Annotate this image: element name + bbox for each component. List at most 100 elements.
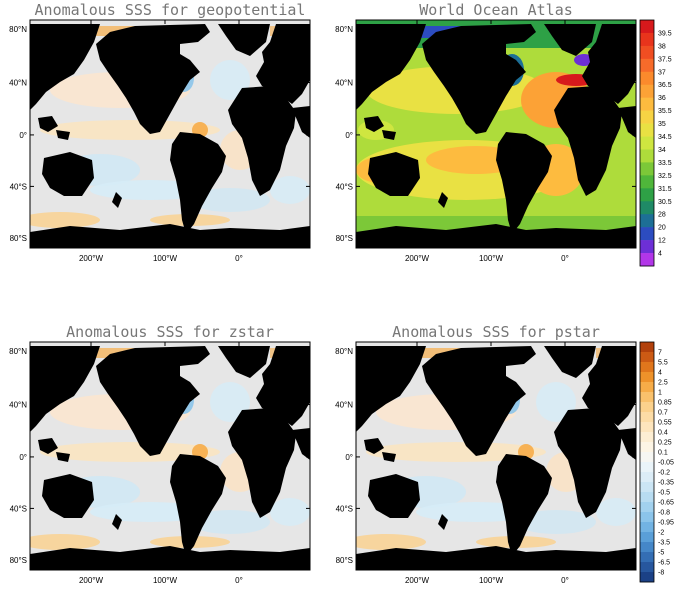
colorbar-label: 35.5 (658, 108, 672, 115)
lon-tick-label: 0° (235, 576, 243, 585)
lon-tick-label: 0° (561, 254, 569, 263)
colorbar-label: 5.5 (658, 360, 668, 367)
lat-tick-label: 80°N (335, 347, 353, 356)
lat-tick-label: 40°S (336, 182, 353, 191)
map-field (356, 20, 636, 248)
colorbar-label: 35 (658, 121, 666, 128)
colorbar-colorbar_top: 39.5 38 37.5 37 36.5 36 35.5 35 34.5 34 33.5 32.5 31… (639, 19, 672, 267)
lat-tick-label: 80°N (9, 347, 27, 356)
colorbar-label: 31.5 (658, 186, 672, 193)
colorbar-label: 0.55 (658, 420, 672, 427)
colorbar-swatch (640, 392, 654, 403)
colorbar-swatch (640, 382, 654, 393)
colorbar-swatch (640, 562, 654, 573)
colorbar-swatch (640, 542, 654, 553)
colorbar-label: -6.5 (658, 560, 670, 567)
map-panel-p3: Anomalous SSS for zstar 80°N 40°N 0° 40°S 80°… (9, 323, 311, 585)
colorbar-label: 0.1 (658, 450, 668, 457)
panel-title: Anomalous SSS for zstar (66, 323, 274, 341)
colorbar-swatch (640, 442, 654, 453)
colorbar-frame (639, 341, 655, 583)
colorbar-swatch (640, 412, 654, 423)
colorbar-swatch (640, 342, 654, 353)
colorbar-swatch (640, 240, 654, 254)
panel-title: Anomalous SSS for pstar (392, 323, 600, 341)
colorbar-label: 36 (658, 95, 666, 102)
lat-tick-label: 40°S (10, 182, 27, 191)
colorbar-swatch (640, 472, 654, 483)
colorbar-label: 34 (658, 147, 666, 154)
colorbar-swatch (640, 110, 654, 124)
lat-tick-label: 40°S (336, 504, 353, 513)
lat-tick-label: 0° (19, 131, 27, 140)
colorbar-swatch (640, 32, 654, 47)
colorbar-swatch (640, 352, 654, 363)
colorbar-swatch (640, 201, 654, 215)
colorbar-label: -0.8 (658, 510, 670, 517)
colorbar-label: 37.5 (658, 56, 672, 63)
colorbar-swatch (640, 482, 654, 493)
colorbar-swatch (640, 123, 654, 137)
colorbar-label: 36.5 (658, 82, 672, 89)
lat-tick-label: 80°S (10, 234, 27, 243)
colorbar-swatch (640, 214, 654, 228)
colorbar-swatch (640, 552, 654, 563)
colorbar-swatch (640, 149, 654, 163)
colorbar-swatch (640, 532, 654, 543)
lat-tick-label: 40°N (9, 79, 27, 88)
map-panel-p1: Anomalous SSS for geopotential 80°N 40°N 0°… (9, 1, 311, 263)
panel-title: World Ocean Atlas (419, 1, 573, 19)
colorbar-swatch (640, 492, 654, 503)
colorbar-swatch (640, 58, 654, 73)
panel-title: Anomalous SSS for geopotential (35, 1, 306, 19)
colorbar-swatch (640, 572, 654, 583)
colorbar-label: 39.5 (658, 30, 672, 37)
colorbar-colorbar_bottom: 7 5.5 4 2.5 1 0.85 0.7 0.55 0.4 0.25 0.1 -0.05 -0.2 -… (639, 341, 674, 583)
lon-tick-label: 100°W (153, 254, 178, 263)
colorbar-label: 2.5 (658, 380, 668, 387)
colorbar-label: 1 (658, 390, 662, 397)
colorbar-swatch (640, 432, 654, 443)
map-frame (29, 19, 311, 249)
colorbar-label: 30.5 (658, 199, 672, 206)
colorbar-label: -0.35 (658, 480, 674, 487)
colorbar-swatch (640, 422, 654, 433)
colorbar-label: -5 (658, 550, 664, 557)
lat-tick-label: 80°S (336, 234, 353, 243)
colorbar-swatch (640, 253, 654, 267)
colorbar-label: 0.85 (658, 400, 672, 407)
lon-tick-label: 0° (561, 576, 569, 585)
colorbar-label: 32.5 (658, 173, 672, 180)
lat-tick-label: 40°N (335, 401, 353, 410)
lat-tick-label: 0° (19, 453, 27, 462)
map-frame (355, 19, 637, 249)
colorbar-label: -3.5 (658, 540, 670, 547)
lon-tick-label: 200°W (79, 576, 104, 585)
lon-tick-label: 100°W (153, 576, 178, 585)
colorbar-swatch (640, 452, 654, 463)
colorbar-label: 20 (658, 225, 666, 232)
colorbar-swatch (640, 20, 654, 34)
lon-tick-label: 200°W (79, 254, 104, 263)
colorbar-label: 34.5 (658, 134, 672, 141)
colorbar-swatch (640, 136, 654, 150)
colorbar-swatch (640, 97, 654, 111)
colorbar-label: 12 (658, 238, 666, 245)
lat-tick-label: 40°N (9, 401, 27, 410)
colorbar-swatch (640, 162, 654, 176)
colorbar-label: -0.2 (658, 470, 670, 477)
map-frame (29, 341, 311, 571)
lon-tick-label: 100°W (479, 576, 504, 585)
colorbar-swatch (640, 227, 654, 241)
lat-tick-label: 80°N (9, 25, 27, 34)
colorbar-label: 4 (658, 370, 662, 377)
colorbar-label: 7 (658, 350, 662, 357)
colorbar-label: 33.5 (658, 160, 672, 167)
lat-tick-label: 40°N (335, 79, 353, 88)
colorbar-label: 38 (658, 43, 666, 50)
lat-tick-label: 80°N (335, 25, 353, 34)
colorbar-swatch (640, 462, 654, 473)
colorbar-label: -8 (658, 570, 664, 577)
colorbar-swatch (640, 402, 654, 413)
